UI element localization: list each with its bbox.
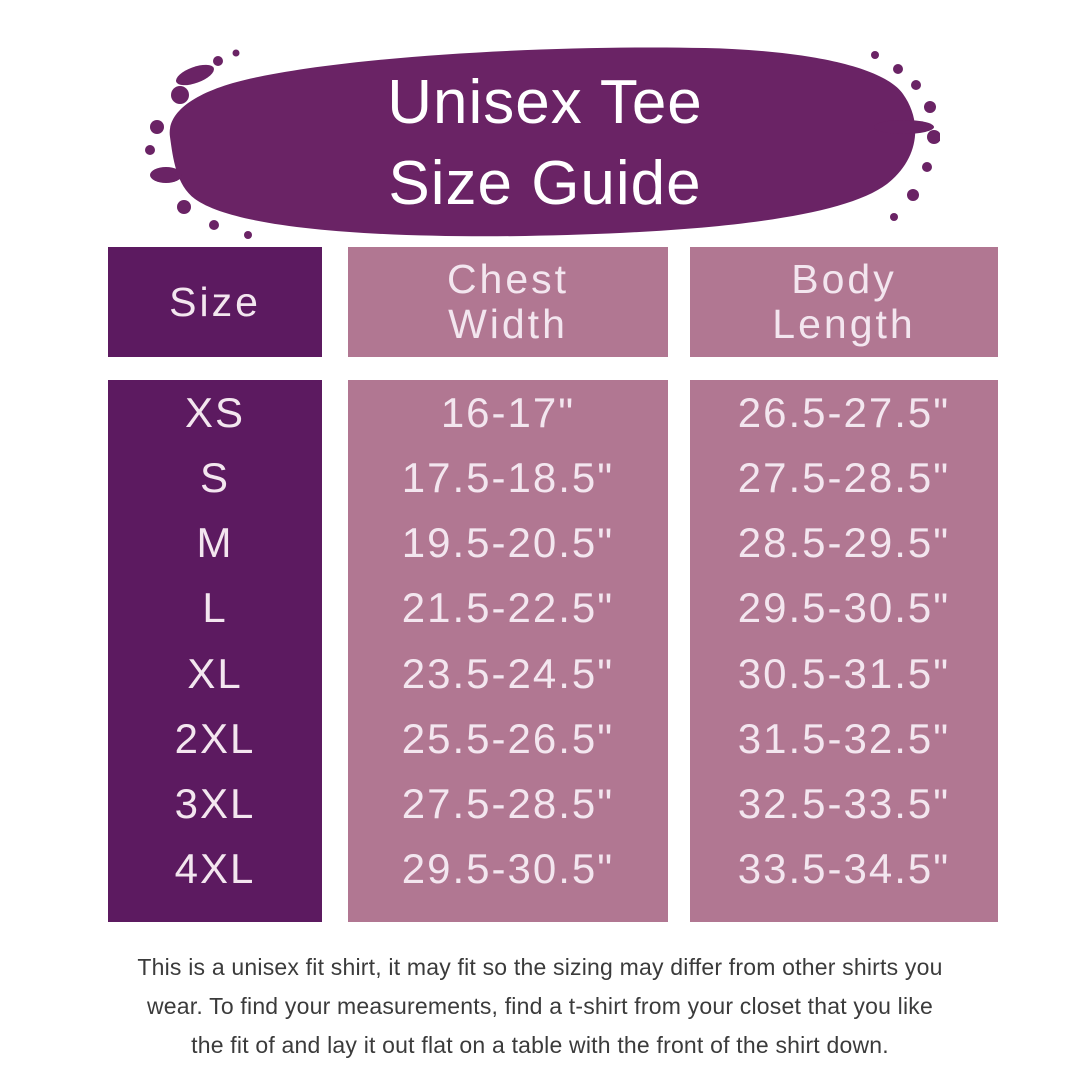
footer-line-3: the fit of and lay it out flat on a tabl…	[191, 1032, 889, 1058]
body-length-cell-m: 28.5-29.5"	[737, 519, 951, 567]
size-cell-2xl: 2XL	[174, 714, 256, 762]
column-header-body-length: Body Length	[690, 247, 998, 357]
size-cell-m: M	[196, 519, 234, 567]
body-length-cell-xs: 26.5-27.5"	[737, 388, 951, 436]
column-header-size-label: Size	[169, 278, 261, 325]
size-cell-3xl: 3XL	[174, 780, 256, 828]
chest-width-cell-3xl: 27.5-28.5"	[401, 780, 615, 828]
size-cell-l: L	[202, 584, 228, 632]
body-length-cell-3xl: 32.5-33.5"	[737, 780, 951, 828]
column-size-values: XS S M L XL 2XL 3XL 4XL	[108, 380, 322, 922]
page-title: Unisex Tee Size Guide	[150, 62, 940, 224]
column-header-chest-width: Chest Width	[348, 247, 668, 357]
chest-width-cell-4xl: 29.5-30.5"	[401, 845, 615, 893]
chest-width-cell-xs: 16-17"	[440, 388, 576, 436]
size-cell-4xl: 4XL	[174, 845, 256, 893]
chest-width-cell-l: 21.5-22.5"	[401, 584, 615, 632]
size-cell-s: S	[199, 453, 230, 501]
column-chest-width-values: 16-17" 17.5-18.5" 19.5-20.5" 21.5-22.5" …	[348, 380, 668, 922]
body-length-cell-xl: 30.5-31.5"	[737, 649, 951, 697]
title-line-2: Size Guide	[388, 149, 702, 218]
footer-line-1: This is a unisex fit shirt, it may fit s…	[137, 954, 943, 980]
body-length-cell-l: 29.5-30.5"	[737, 584, 951, 632]
chest-width-cell-m: 19.5-20.5"	[401, 519, 615, 567]
footer-line-2: wear. To find your measurements, find a …	[146, 993, 933, 1019]
size-cell-xl: XL	[187, 649, 243, 697]
brush-stroke-graphic	[145, 47, 940, 239]
body-length-cell-4xl: 33.5-34.5"	[737, 845, 951, 893]
body-length-cell-2xl: 31.5-32.5"	[737, 714, 951, 762]
footer-note: This is a unisex fit shirt, it may fit s…	[0, 948, 1080, 1065]
body-length-cell-s: 27.5-28.5"	[737, 453, 951, 501]
chest-width-cell-xl: 23.5-24.5"	[401, 649, 615, 697]
chest-width-cell-s: 17.5-18.5"	[401, 453, 615, 501]
column-header-chest-width-label: Chest Width	[446, 256, 570, 347]
title-line-1: Unisex Tee	[387, 68, 703, 137]
chest-width-cell-2xl: 25.5-26.5"	[401, 714, 615, 762]
column-header-body-length-label: Body Length	[772, 256, 916, 347]
size-cell-xs: XS	[184, 388, 246, 436]
column-body-length-values: 26.5-27.5" 27.5-28.5" 28.5-29.5" 29.5-30…	[690, 380, 998, 922]
column-header-size: Size	[108, 247, 322, 357]
